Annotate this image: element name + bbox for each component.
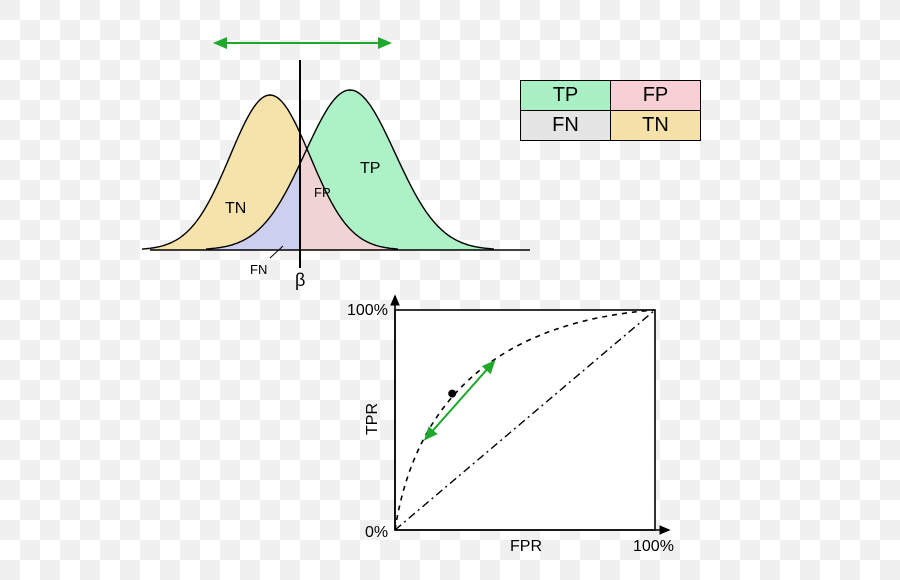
roc-y0: 0%: [365, 524, 388, 542]
threshold-label: β: [295, 270, 305, 291]
roc-point: [448, 390, 456, 398]
dist-label-tn: TN: [225, 200, 246, 218]
roc-xlabel: FPR: [510, 538, 542, 556]
legend-cell-fp: FP: [611, 81, 701, 111]
legend-cell-tp: TP: [521, 81, 611, 111]
dist-label-fp: FP: [314, 185, 331, 200]
diagram-stage: [0, 0, 900, 580]
confusion-legend: TP FP FN TN: [520, 80, 701, 141]
roc-x1: 100%: [633, 538, 674, 556]
legend-cell-fn: FN: [521, 111, 611, 141]
roc-ylabel: TPR: [364, 403, 382, 435]
dist-label-tp: TP: [360, 160, 380, 178]
dist-label-fn: FN: [250, 262, 267, 277]
roc-y1: 100%: [347, 302, 388, 320]
legend-cell-tn: TN: [611, 111, 701, 141]
